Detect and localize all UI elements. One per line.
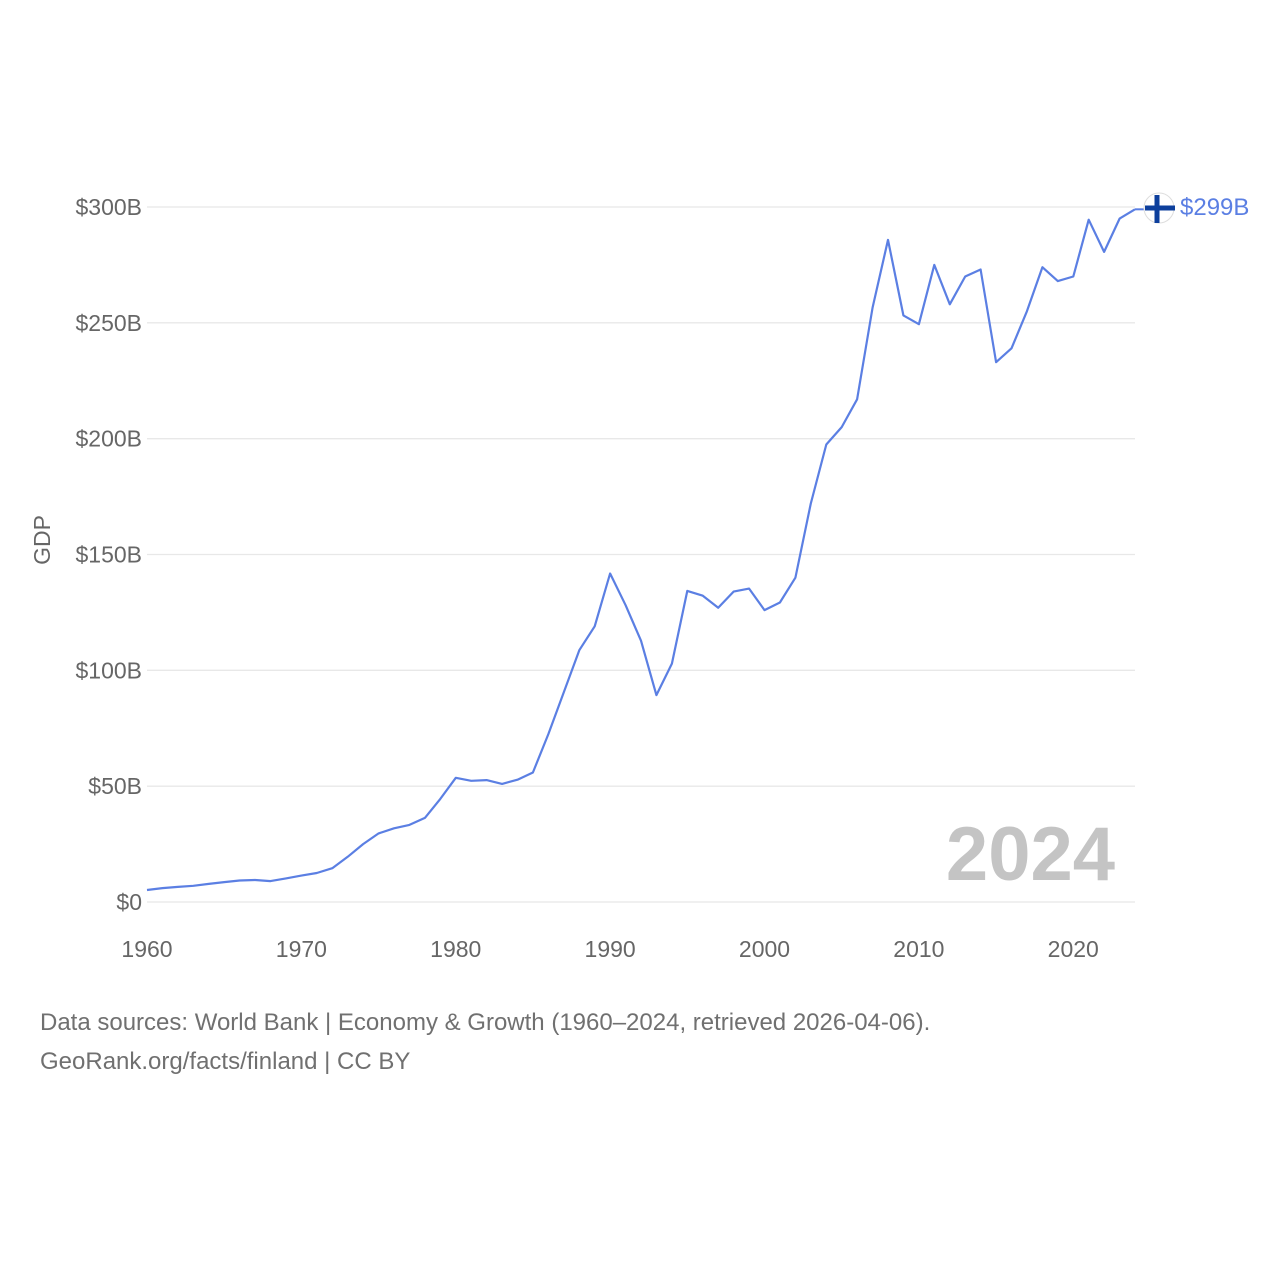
series-layer	[146, 208, 1145, 892]
y-tick-label: $300B	[75, 194, 142, 220]
y-tick-label: $50B	[88, 773, 142, 799]
y-tick-label: $200B	[75, 426, 142, 452]
x-tick-label: 2020	[1048, 936, 1099, 962]
y-tick-label: $100B	[75, 657, 142, 683]
x-tick-label: 2000	[739, 936, 790, 962]
x-tick-label: 2010	[893, 936, 944, 962]
footer: Data sources: World Bank | Economy & Gro…	[40, 1003, 930, 1081]
x-tick-label: 1960	[121, 936, 172, 962]
grid-lines	[147, 206, 1135, 903]
y-axis-label: GDP	[29, 515, 55, 565]
footer-credit: GeoRank.org/facts/finland | CC BY	[40, 1048, 411, 1075]
current-year-label: 2024	[946, 812, 1115, 897]
x-tick-label: 1970	[276, 936, 327, 962]
y-tick-label: $0	[116, 889, 142, 915]
footer-sources: Data sources: World Bank | Economy & Gro…	[40, 1009, 931, 1036]
x-tick-label: 1990	[585, 936, 636, 962]
end-value-label: $299B	[1180, 194, 1249, 221]
x-axis-ticks: 1960 1970 1980 1990 2000 2010 2020	[121, 936, 1098, 962]
y-tick-label: $150B	[75, 542, 142, 568]
x-tick-label: 1980	[430, 936, 481, 962]
y-axis-ticks: $0 $50B $100B $150B $200B $250B $300B	[75, 194, 142, 915]
y-tick-label: $250B	[75, 310, 142, 336]
series-line-finland	[146, 208, 1136, 892]
finland-flag-icon	[1143, 192, 1175, 224]
